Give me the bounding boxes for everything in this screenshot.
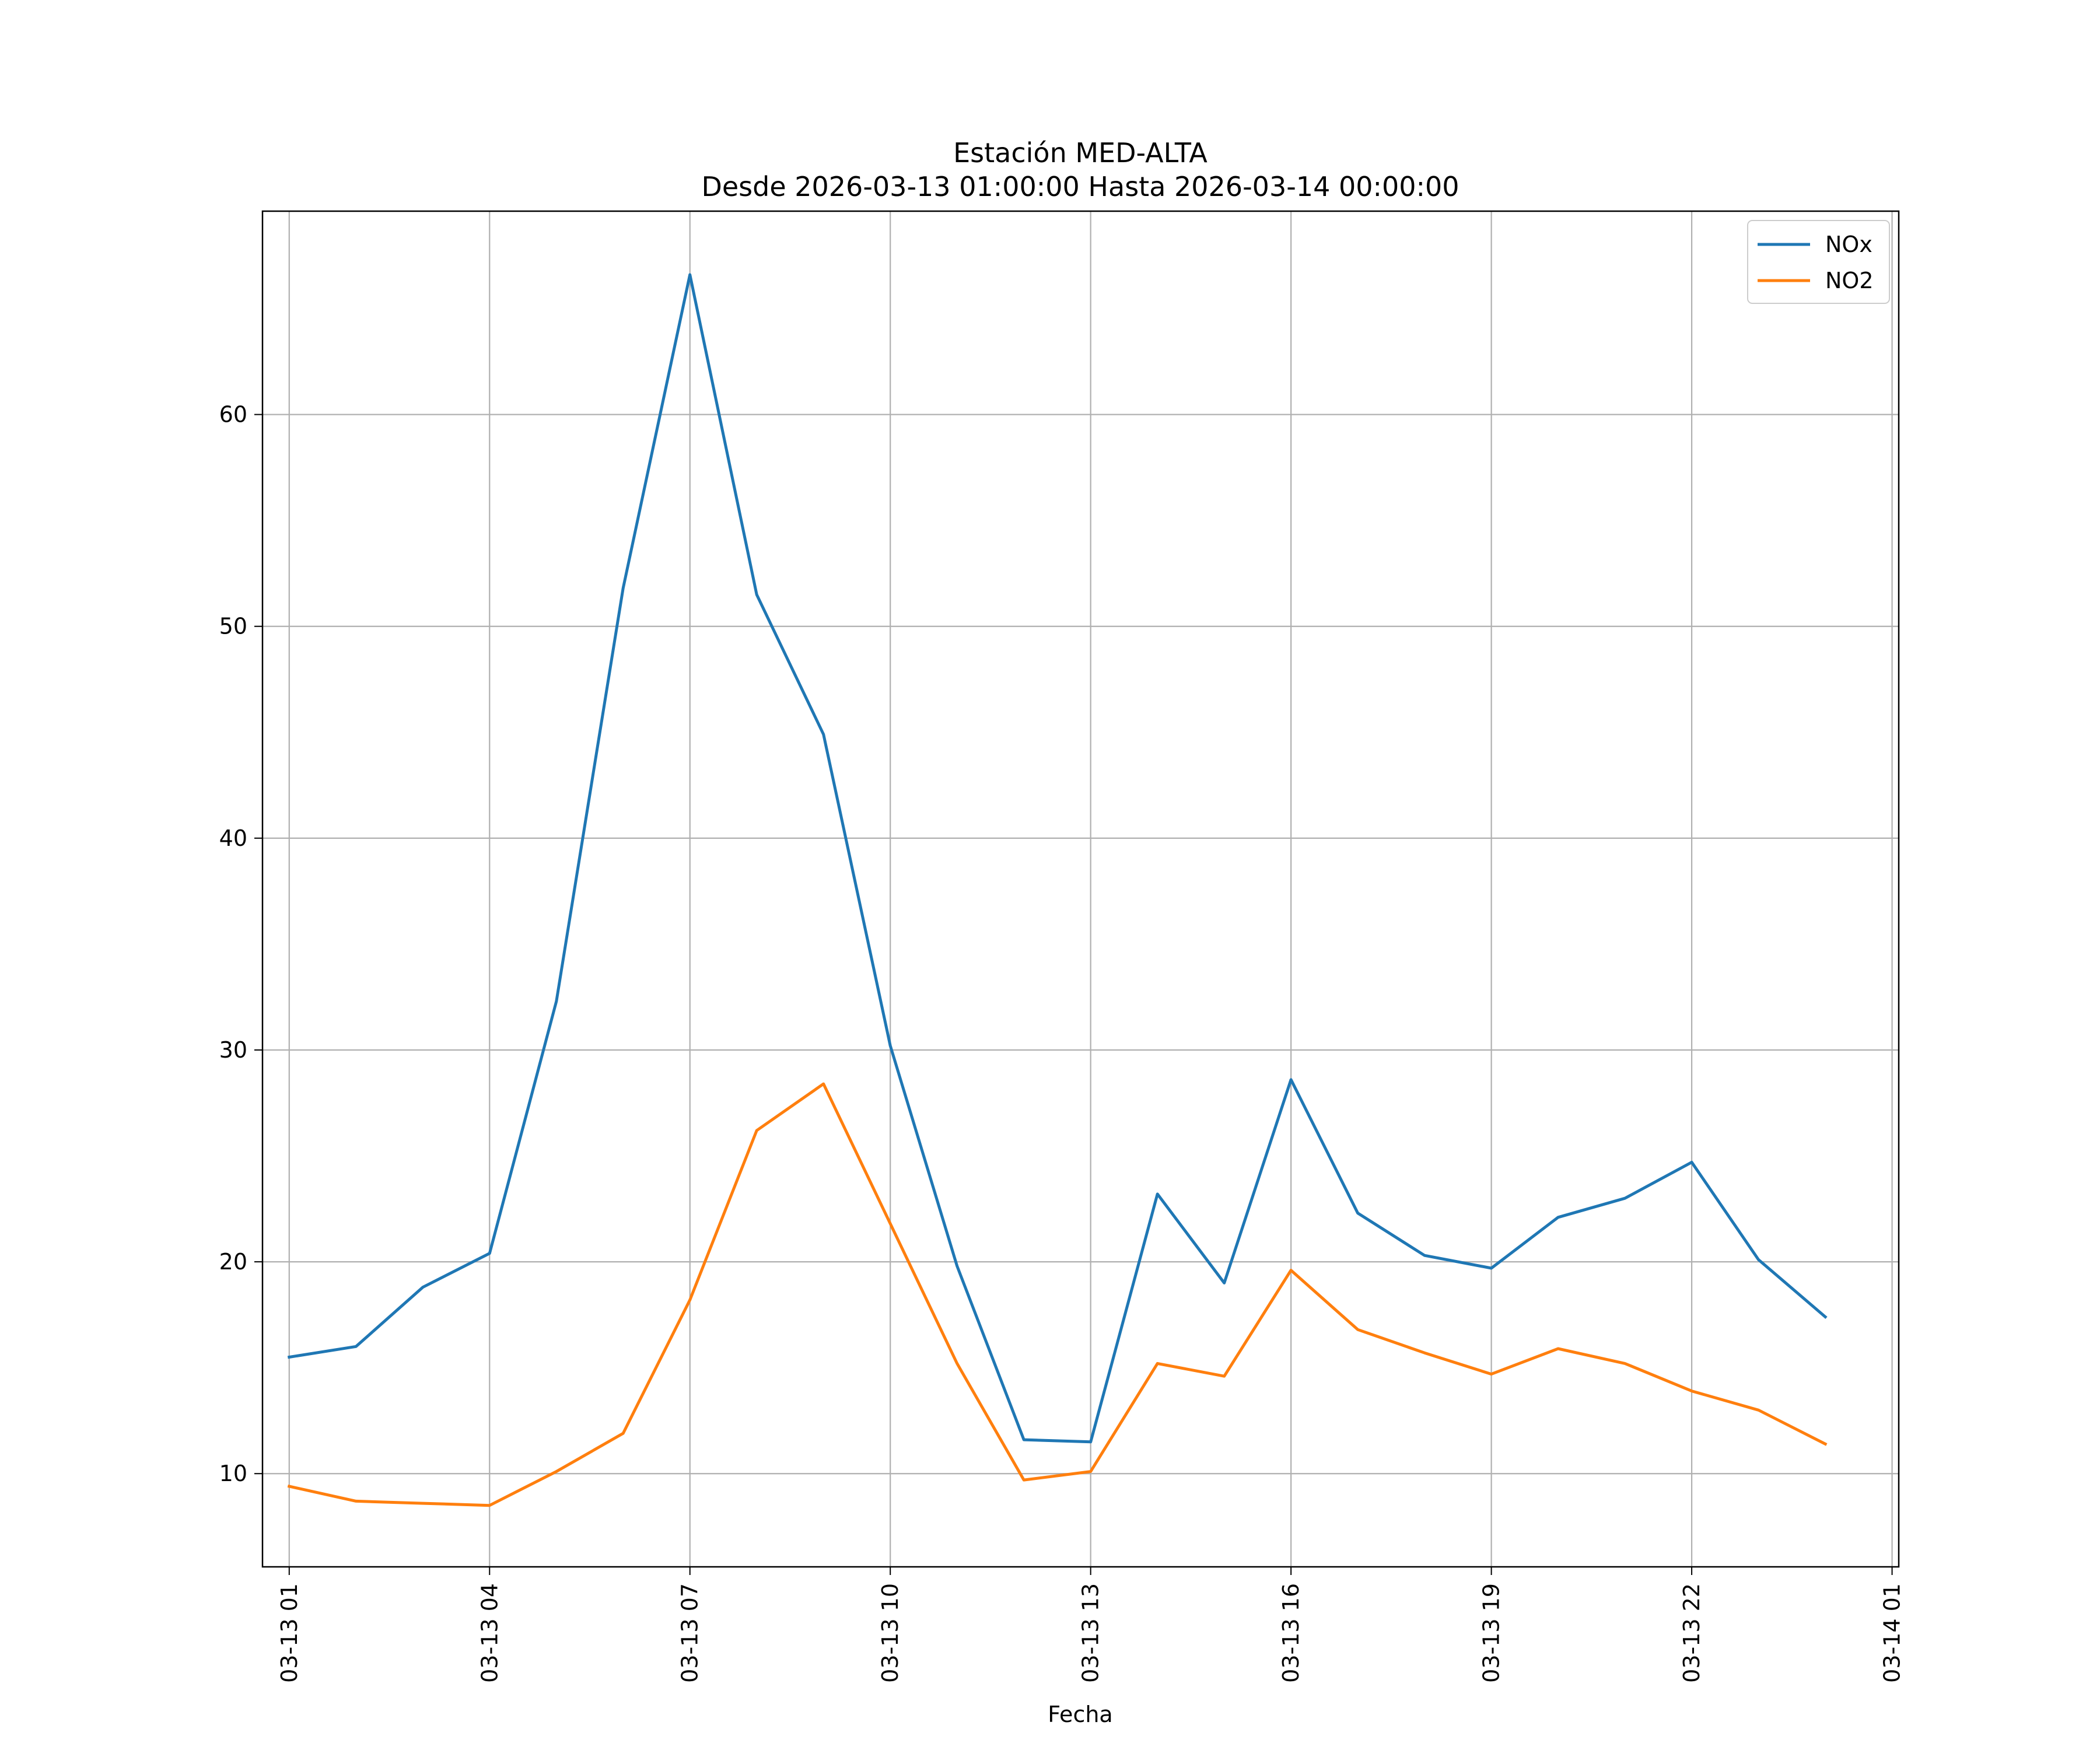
x-tick-label: 03-13 04 xyxy=(477,1583,502,1683)
x-tick-label: 03-13 13 xyxy=(1078,1583,1104,1683)
chart-title-line-2: Desde 2026-03-13 01:00:00 Hasta 2026-03-… xyxy=(701,171,1459,202)
x-tick-label: 03-13 16 xyxy=(1278,1583,1304,1683)
x-tick-label: 03-13 01 xyxy=(276,1583,302,1683)
x-axis-label: Fecha xyxy=(1048,1702,1112,1727)
y-tick-label: 40 xyxy=(219,825,247,851)
x-tick-label: 03-13 19 xyxy=(1479,1583,1504,1683)
x-tick-label: 03-14 01 xyxy=(1880,1583,1905,1683)
legend-label-no2: NO2 xyxy=(1825,268,1874,293)
y-tick-label: 20 xyxy=(219,1249,247,1275)
legend-box xyxy=(1747,220,1890,304)
x-tick-label: 03-13 10 xyxy=(877,1583,903,1683)
legend-label-nox: NOx xyxy=(1825,232,1873,257)
x-axis-ticks: 03-13 01 03-13 04 03-13 07 03-13 10 03-13 13… xyxy=(276,1567,1905,1683)
series-lines xyxy=(287,273,1828,1507)
x-tick-label: 03-13 07 xyxy=(677,1583,703,1683)
x-tick-label: 03-13 22 xyxy=(1679,1583,1704,1683)
series-line-no2 xyxy=(287,1082,1828,1507)
plot-frame xyxy=(261,210,1900,1568)
legend: NOx NO2 xyxy=(1747,220,1890,304)
y-tick-label: 30 xyxy=(219,1037,247,1063)
y-tick-label: 10 xyxy=(219,1461,247,1486)
y-tick-label: 50 xyxy=(219,614,247,639)
series-line-nox xyxy=(287,273,1828,1444)
y-tick-label: 60 xyxy=(219,402,247,428)
chart-title-line-1: Estación MED-ALTA xyxy=(953,137,1208,169)
y-axis-ticks: 10 20 30 40 50 60 xyxy=(219,402,262,1486)
